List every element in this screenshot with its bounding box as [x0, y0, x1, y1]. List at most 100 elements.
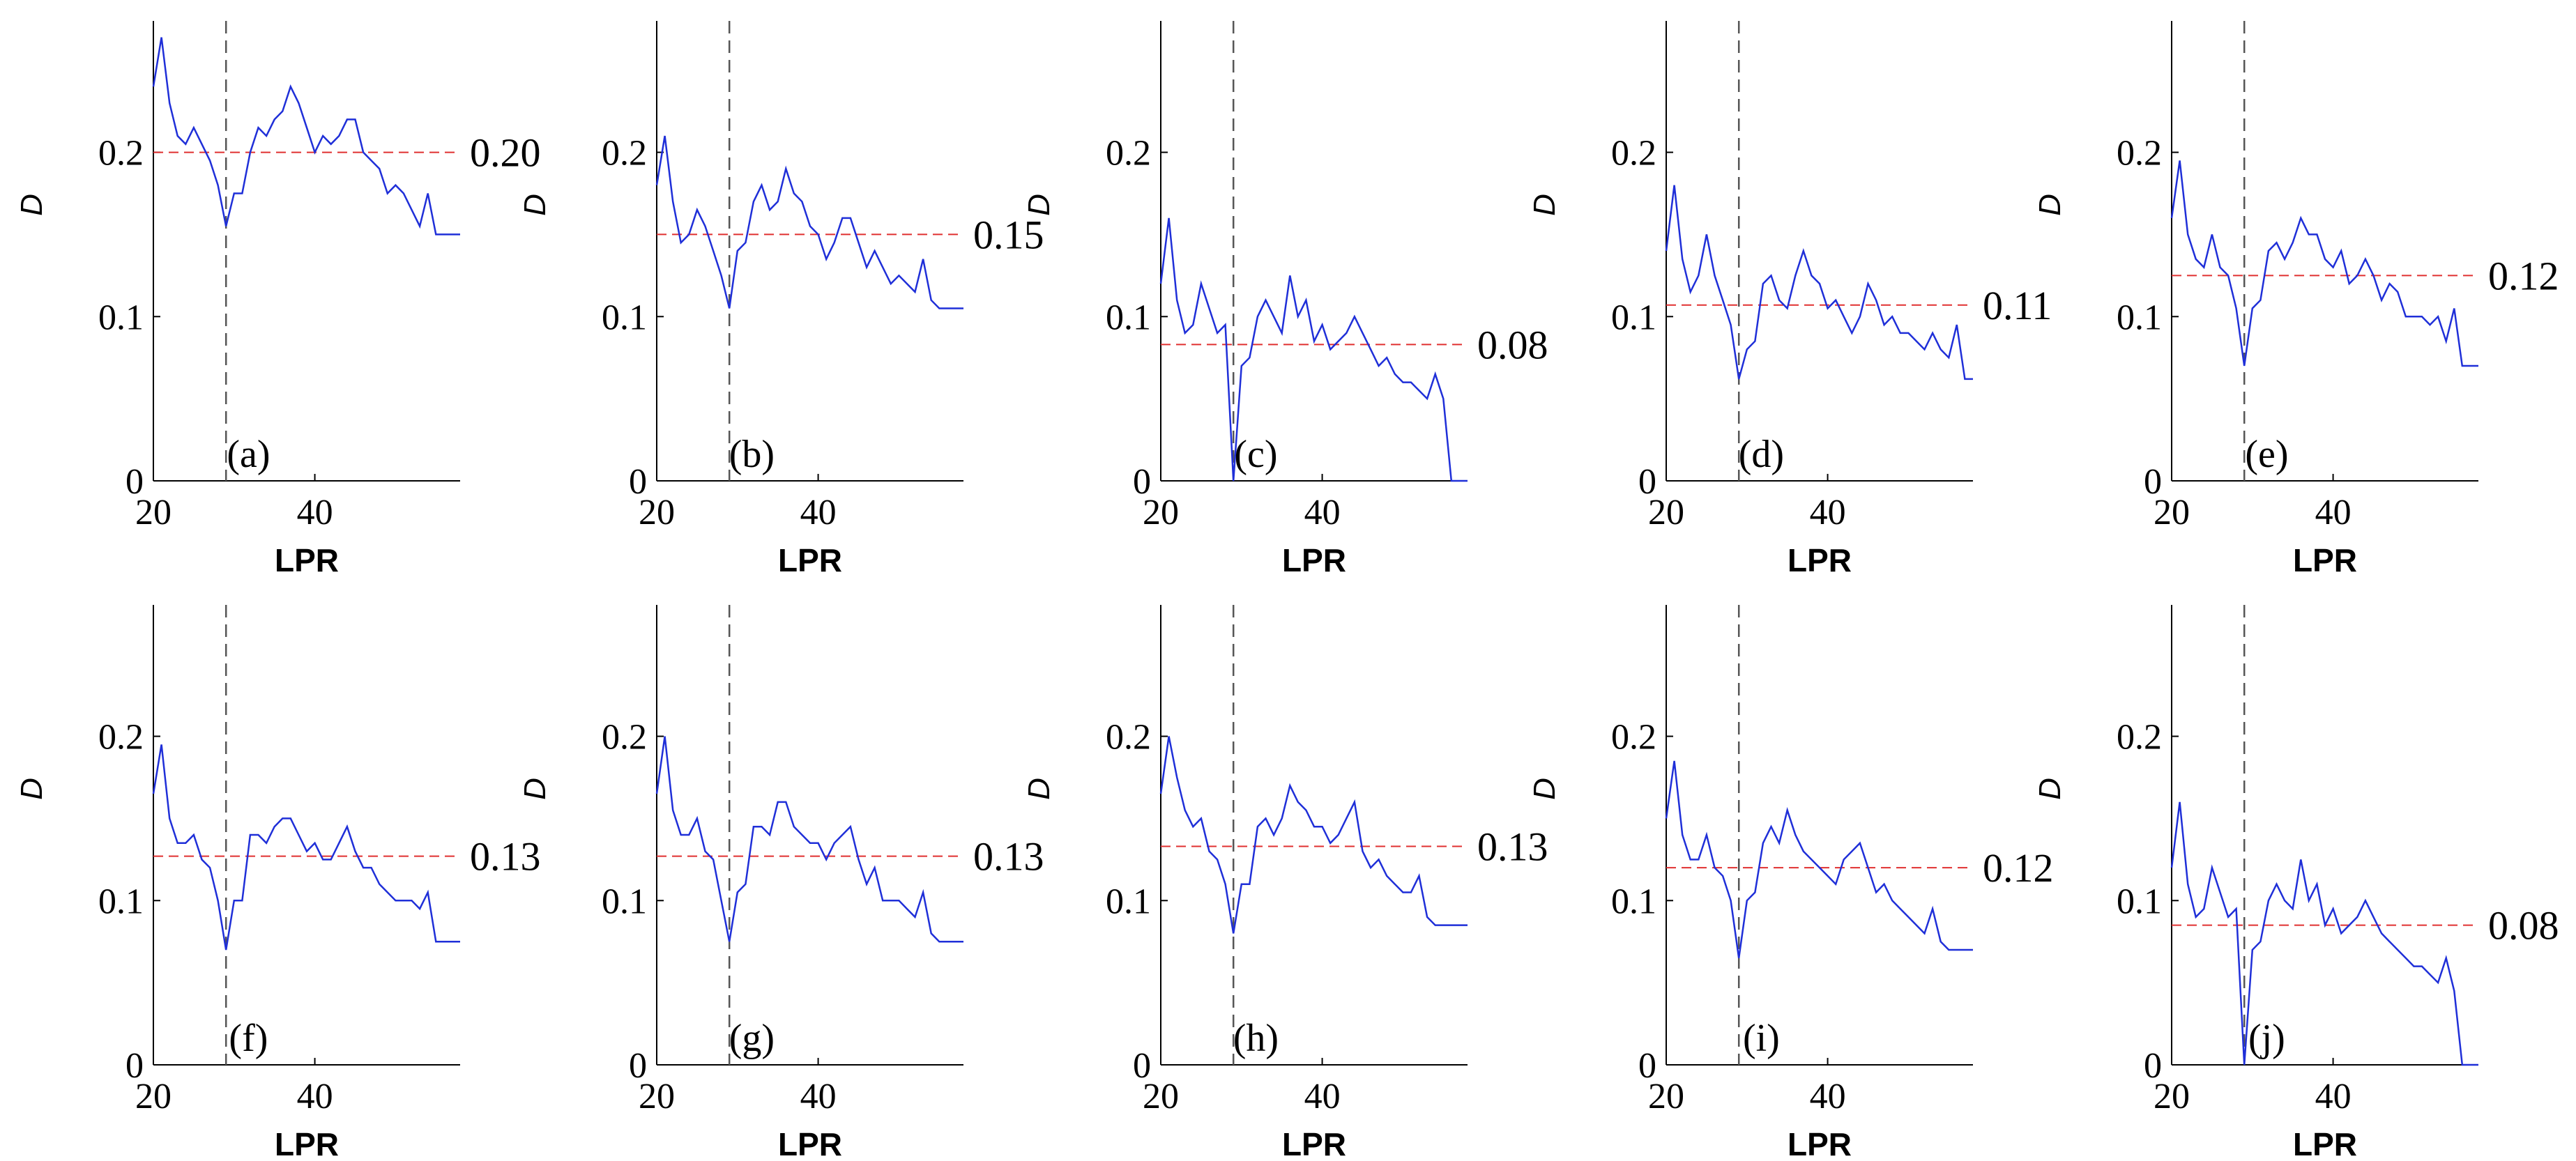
y-tick-label: 0.1	[1106, 298, 1151, 337]
y-tick-label: 0.2	[1106, 134, 1151, 174]
x-axis-label: LPR	[1282, 542, 1346, 578]
x-tick-label: 20	[135, 493, 172, 532]
panel-label: (j)	[2248, 1017, 2285, 1060]
x-tick-label: 20	[1648, 1077, 1684, 1116]
y-tick-label: 0	[1638, 1046, 1656, 1086]
y-axis-label: D	[1022, 778, 1056, 800]
x-tick-label: 40	[1304, 1077, 1341, 1116]
y-axis-label: D	[1527, 778, 1562, 800]
x-tick-label: 20	[2154, 1077, 2190, 1116]
panel-g: 0 0.1 0.2 20 40 LPR D 0.13 (g)	[518, 605, 1044, 1161]
y-axis-label: D	[518, 194, 552, 216]
x-axis-label: LPR	[275, 542, 339, 578]
panel-c: 0 0.1 0.2 20 40 LPR D 0.08 (c)	[1022, 21, 1548, 578]
y-tick-label: 0.2	[2117, 134, 2162, 174]
y-axis-label: D	[15, 194, 49, 216]
panel-label: (e)	[2245, 433, 2288, 476]
y-tick-label: 0.2	[602, 718, 647, 758]
data-series-line	[1665, 760, 1973, 958]
x-tick-label: 40	[2315, 1077, 2352, 1116]
panel-label: (h)	[1233, 1017, 1279, 1060]
y-tick-label: 0.1	[2117, 298, 2162, 337]
panel-label: (d)	[1739, 433, 1784, 476]
panel-h: 0 0.1 0.2 20 40 LPR D 0.13 (h)	[1022, 605, 1548, 1161]
y-tick-label: 0	[1638, 462, 1656, 502]
x-tick-label: 40	[297, 1077, 333, 1116]
y-tick-label: 0.2	[1611, 718, 1656, 758]
x-tick-label: 20	[1648, 493, 1684, 532]
x-axis-label: LPR	[2293, 542, 2357, 578]
panel-i: 0 0.1 0.2 20 40 LPR D 0.12 (i)	[1527, 605, 2054, 1161]
y-tick-label: 0.2	[98, 134, 144, 174]
data-series-line	[1159, 736, 1468, 934]
y-tick-label: 0.2	[98, 718, 144, 758]
x-tick-label: 40	[297, 493, 333, 532]
panel-b: 0 0.1 0.2 20 40 LPR D 0.15 (b)	[518, 21, 1044, 578]
y-tick-label: 0	[125, 462, 144, 502]
reference-value-label: 0.13	[973, 834, 1044, 879]
reference-value-label: 0.13	[1477, 824, 1548, 870]
y-tick-label: 0.2	[1611, 134, 1656, 174]
y-tick-label: 0	[2144, 462, 2162, 502]
y-tick-label: 0.1	[1611, 882, 1656, 921]
x-tick-label: 40	[800, 493, 837, 532]
x-tick-label: 40	[800, 1077, 837, 1116]
y-tick-label: 0.2	[602, 134, 647, 174]
y-tick-label: 0.1	[2117, 882, 2162, 921]
x-axis-label: LPR	[1788, 542, 1852, 578]
y-tick-label: 0.2	[1106, 718, 1151, 758]
x-axis-label: LPR	[778, 1126, 842, 1161]
panel-j: 0 0.1 0.2 20 40 LPR D 0.08 (j)	[2033, 605, 2559, 1161]
y-axis-label: D	[15, 778, 49, 800]
x-tick-label: 40	[1810, 493, 1846, 532]
y-tick-label: 0	[125, 1046, 144, 1086]
panel-d: 0 0.1 0.2 20 40 LPR D 0.11 (d)	[1527, 21, 2052, 578]
panel-label: (a)	[227, 433, 270, 476]
x-tick-label: 20	[639, 493, 675, 532]
panel-label: (g)	[729, 1017, 775, 1060]
reference-value-label: 0.08	[1477, 322, 1548, 367]
y-tick-label: 0.1	[1106, 882, 1151, 921]
data-series-line	[1159, 217, 1468, 482]
y-tick-label: 0.1	[602, 882, 647, 921]
y-axis-label: D	[1527, 194, 1562, 216]
y-tick-label: 0	[1133, 462, 1151, 502]
data-series-line	[2170, 160, 2478, 367]
reference-value-label: 0.12	[1983, 845, 2054, 891]
y-tick-label: 0.1	[602, 298, 647, 337]
x-axis-label: LPR	[778, 542, 842, 578]
panel-f: 0 0.1 0.2 20 40 LPR D 0.13 (f)	[15, 605, 541, 1161]
panel-label: (i)	[1743, 1017, 1780, 1060]
data-series-line	[655, 736, 963, 943]
panel-a: 0 0.1 0.2 20 40 LPR D 0.20 (a)	[15, 21, 541, 578]
y-tick-label: 0.1	[98, 298, 144, 337]
x-axis-label: LPR	[1282, 1126, 1346, 1161]
x-tick-label: 40	[1810, 1077, 1846, 1116]
data-series-line	[2170, 801, 2478, 1066]
y-axis-label: D	[1022, 194, 1056, 216]
y-tick-label: 0	[1133, 1046, 1151, 1086]
data-series-line	[1665, 185, 1973, 380]
reference-value-label: 0.12	[2488, 253, 2559, 298]
x-tick-label: 20	[1143, 1077, 1179, 1116]
panel-label: (f)	[229, 1017, 268, 1060]
x-axis-label: LPR	[275, 1126, 339, 1161]
reference-value-label: 0.20	[470, 130, 541, 176]
y-tick-label: 0.2	[2117, 718, 2162, 758]
x-tick-label: 40	[1304, 493, 1341, 532]
y-tick-label: 0.1	[98, 882, 144, 921]
y-tick-label: 0	[629, 462, 647, 502]
reference-value-label: 0.13	[470, 834, 541, 879]
y-axis-label: D	[2033, 778, 2067, 800]
x-axis-label: LPR	[2293, 1126, 2357, 1161]
x-tick-label: 20	[2154, 493, 2190, 532]
y-axis-label: D	[2033, 194, 2067, 216]
x-tick-label: 20	[135, 1077, 172, 1116]
y-axis-label: D	[518, 778, 552, 800]
x-tick-label: 40	[2315, 493, 2352, 532]
data-series-line	[152, 744, 460, 951]
x-tick-label: 20	[639, 1077, 675, 1116]
y-tick-label: 0	[629, 1046, 647, 1086]
reference-value-label: 0.11	[1983, 283, 2052, 328]
x-tick-label: 20	[1143, 493, 1179, 532]
